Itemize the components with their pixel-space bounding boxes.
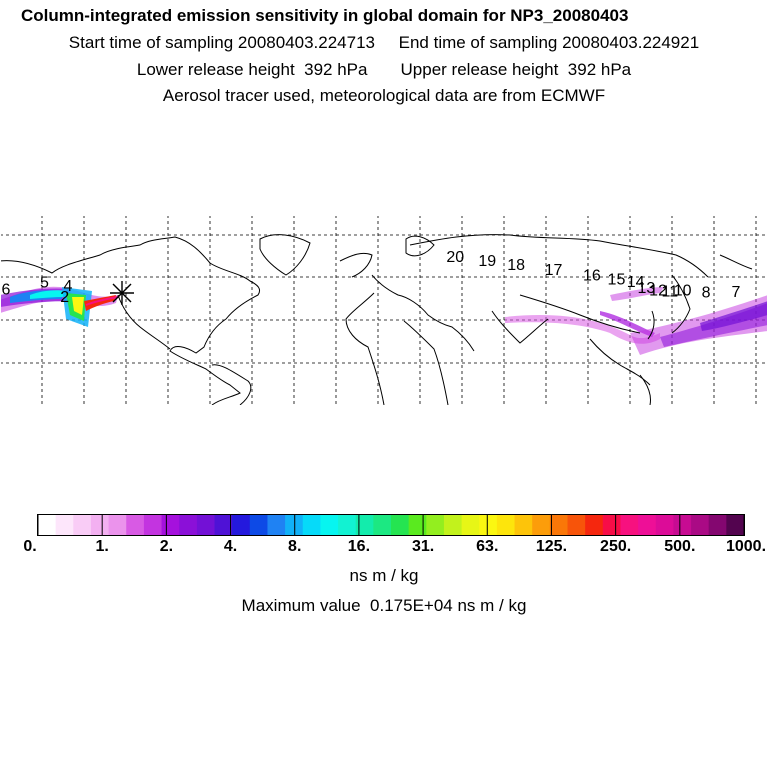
colorbar-cell (408, 515, 427, 535)
colorbar-cell (232, 515, 251, 535)
colorbar-tick-label: 500. (664, 538, 696, 555)
track-label-19: 19 (478, 253, 496, 270)
colorbar-cell (479, 515, 498, 535)
sampling-time-line: Start time of sampling 20080403.224713 E… (68, 33, 700, 52)
track-label-15: 15 (608, 272, 626, 289)
track-label-2: 2 (60, 289, 69, 306)
colorbar-cell (391, 515, 410, 535)
colorbar-cell (55, 515, 74, 535)
colorbar-cell (461, 515, 480, 535)
colorbar-cell (691, 515, 710, 535)
track-label-17: 17 (545, 262, 563, 279)
tracer-info-line: Aerosol tracer used, meteorological data… (162, 86, 606, 105)
colorbar-tick-label: 1000. (725, 538, 767, 555)
colorbar-cell (602, 515, 621, 535)
colorbar-cell (373, 515, 392, 535)
colorbar-cell (73, 515, 92, 535)
track-label-14: 14 (627, 274, 645, 291)
release-height-line: Lower release height 392 hPa Upper relea… (136, 60, 632, 79)
colorbar-cell (285, 515, 304, 535)
colorbar-cell (302, 515, 321, 535)
track-label-4: 4 (63, 278, 72, 295)
track-label-6: 6 (2, 282, 11, 299)
graticule (1, 216, 767, 405)
track-label-13: 13 (637, 280, 655, 297)
track-label-12: 12 (649, 283, 667, 300)
coastlines (1, 234, 753, 405)
colorbar-tick-label: 2. (159, 538, 174, 555)
colorbar-tick-label: 250. (600, 538, 632, 555)
colorbar-cell (126, 515, 145, 535)
colorbar-cell (196, 515, 215, 535)
track-label-18: 18 (507, 257, 525, 274)
colorbar-tick-label: 63. (476, 538, 499, 555)
colorbar-cell (496, 515, 516, 535)
x-star-icon (110, 281, 134, 305)
track-label-11: 11 (662, 284, 679, 301)
colorbar-cell (708, 515, 727, 535)
colorbar-cell (214, 515, 233, 535)
colorbar-cell (655, 515, 674, 535)
colorbar-cell (249, 515, 268, 535)
colorbar-frame (37, 514, 745, 536)
colorbar-tick-label: 16. (347, 538, 371, 555)
colorbar-tick-label: 4. (223, 538, 238, 555)
colorbar-cell (108, 515, 127, 535)
track-label-20: 20 (446, 249, 464, 266)
colorbar-cell (532, 515, 551, 535)
colorbar-cell (638, 515, 657, 535)
plot-title: Column-integrated emission sensitivity i… (21, 6, 629, 25)
colorbar-cell (549, 515, 568, 535)
colorbar-cell (38, 515, 57, 535)
colorbar-cell (267, 515, 286, 535)
maximum-value-line: Maximum value 0.175E+04 ns m / kg (241, 596, 527, 615)
colorbar-cell (585, 515, 604, 535)
colorbar (37, 514, 745, 536)
colorbar-tick-label: 31. (411, 538, 435, 555)
track-label-10: 10 (674, 283, 692, 300)
track-label-8: 8 (702, 285, 711, 302)
colorbar-cell (161, 515, 180, 535)
colorbar-cell (620, 515, 639, 535)
colorbar-cell (90, 515, 110, 535)
colorbar-cell (567, 515, 586, 535)
colorbar-cell (320, 515, 339, 535)
colorbar-cell (338, 515, 357, 535)
colorbar-cell (443, 515, 463, 535)
colorbar-cell (143, 515, 163, 535)
colorbar-cell (355, 515, 374, 535)
colorbar-cell (673, 515, 692, 535)
colorbar-cell (514, 515, 533, 535)
colorbar-tick-label: 1. (95, 538, 109, 555)
track-label-16: 16 (583, 268, 601, 285)
track-label-7: 7 (732, 284, 741, 301)
colorbar-cell (426, 515, 445, 535)
track-label-5: 5 (40, 274, 49, 291)
colorbar-cell (179, 515, 198, 535)
colorbar-tick-label: 8. (288, 538, 302, 555)
colorbar-tick-label: 0. (23, 538, 37, 555)
colorbar-cell (726, 515, 745, 535)
colorbar-tick-label: 125. (535, 538, 568, 555)
colorbar-unit: ns m / kg (349, 566, 419, 585)
colorbar-cells (38, 515, 745, 535)
